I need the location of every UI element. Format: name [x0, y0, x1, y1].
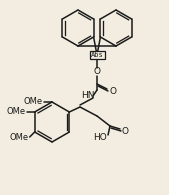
Text: OMe: OMe [24, 98, 43, 106]
FancyBboxPatch shape [90, 51, 104, 59]
Text: O: O [122, 127, 129, 136]
Text: Abs: Abs [91, 52, 103, 58]
Text: OMe: OMe [10, 134, 29, 143]
Text: OMe: OMe [7, 107, 26, 116]
Text: O: O [110, 87, 117, 96]
Text: HO: HO [93, 134, 107, 143]
Text: O: O [93, 67, 101, 76]
Text: HN: HN [81, 90, 95, 99]
